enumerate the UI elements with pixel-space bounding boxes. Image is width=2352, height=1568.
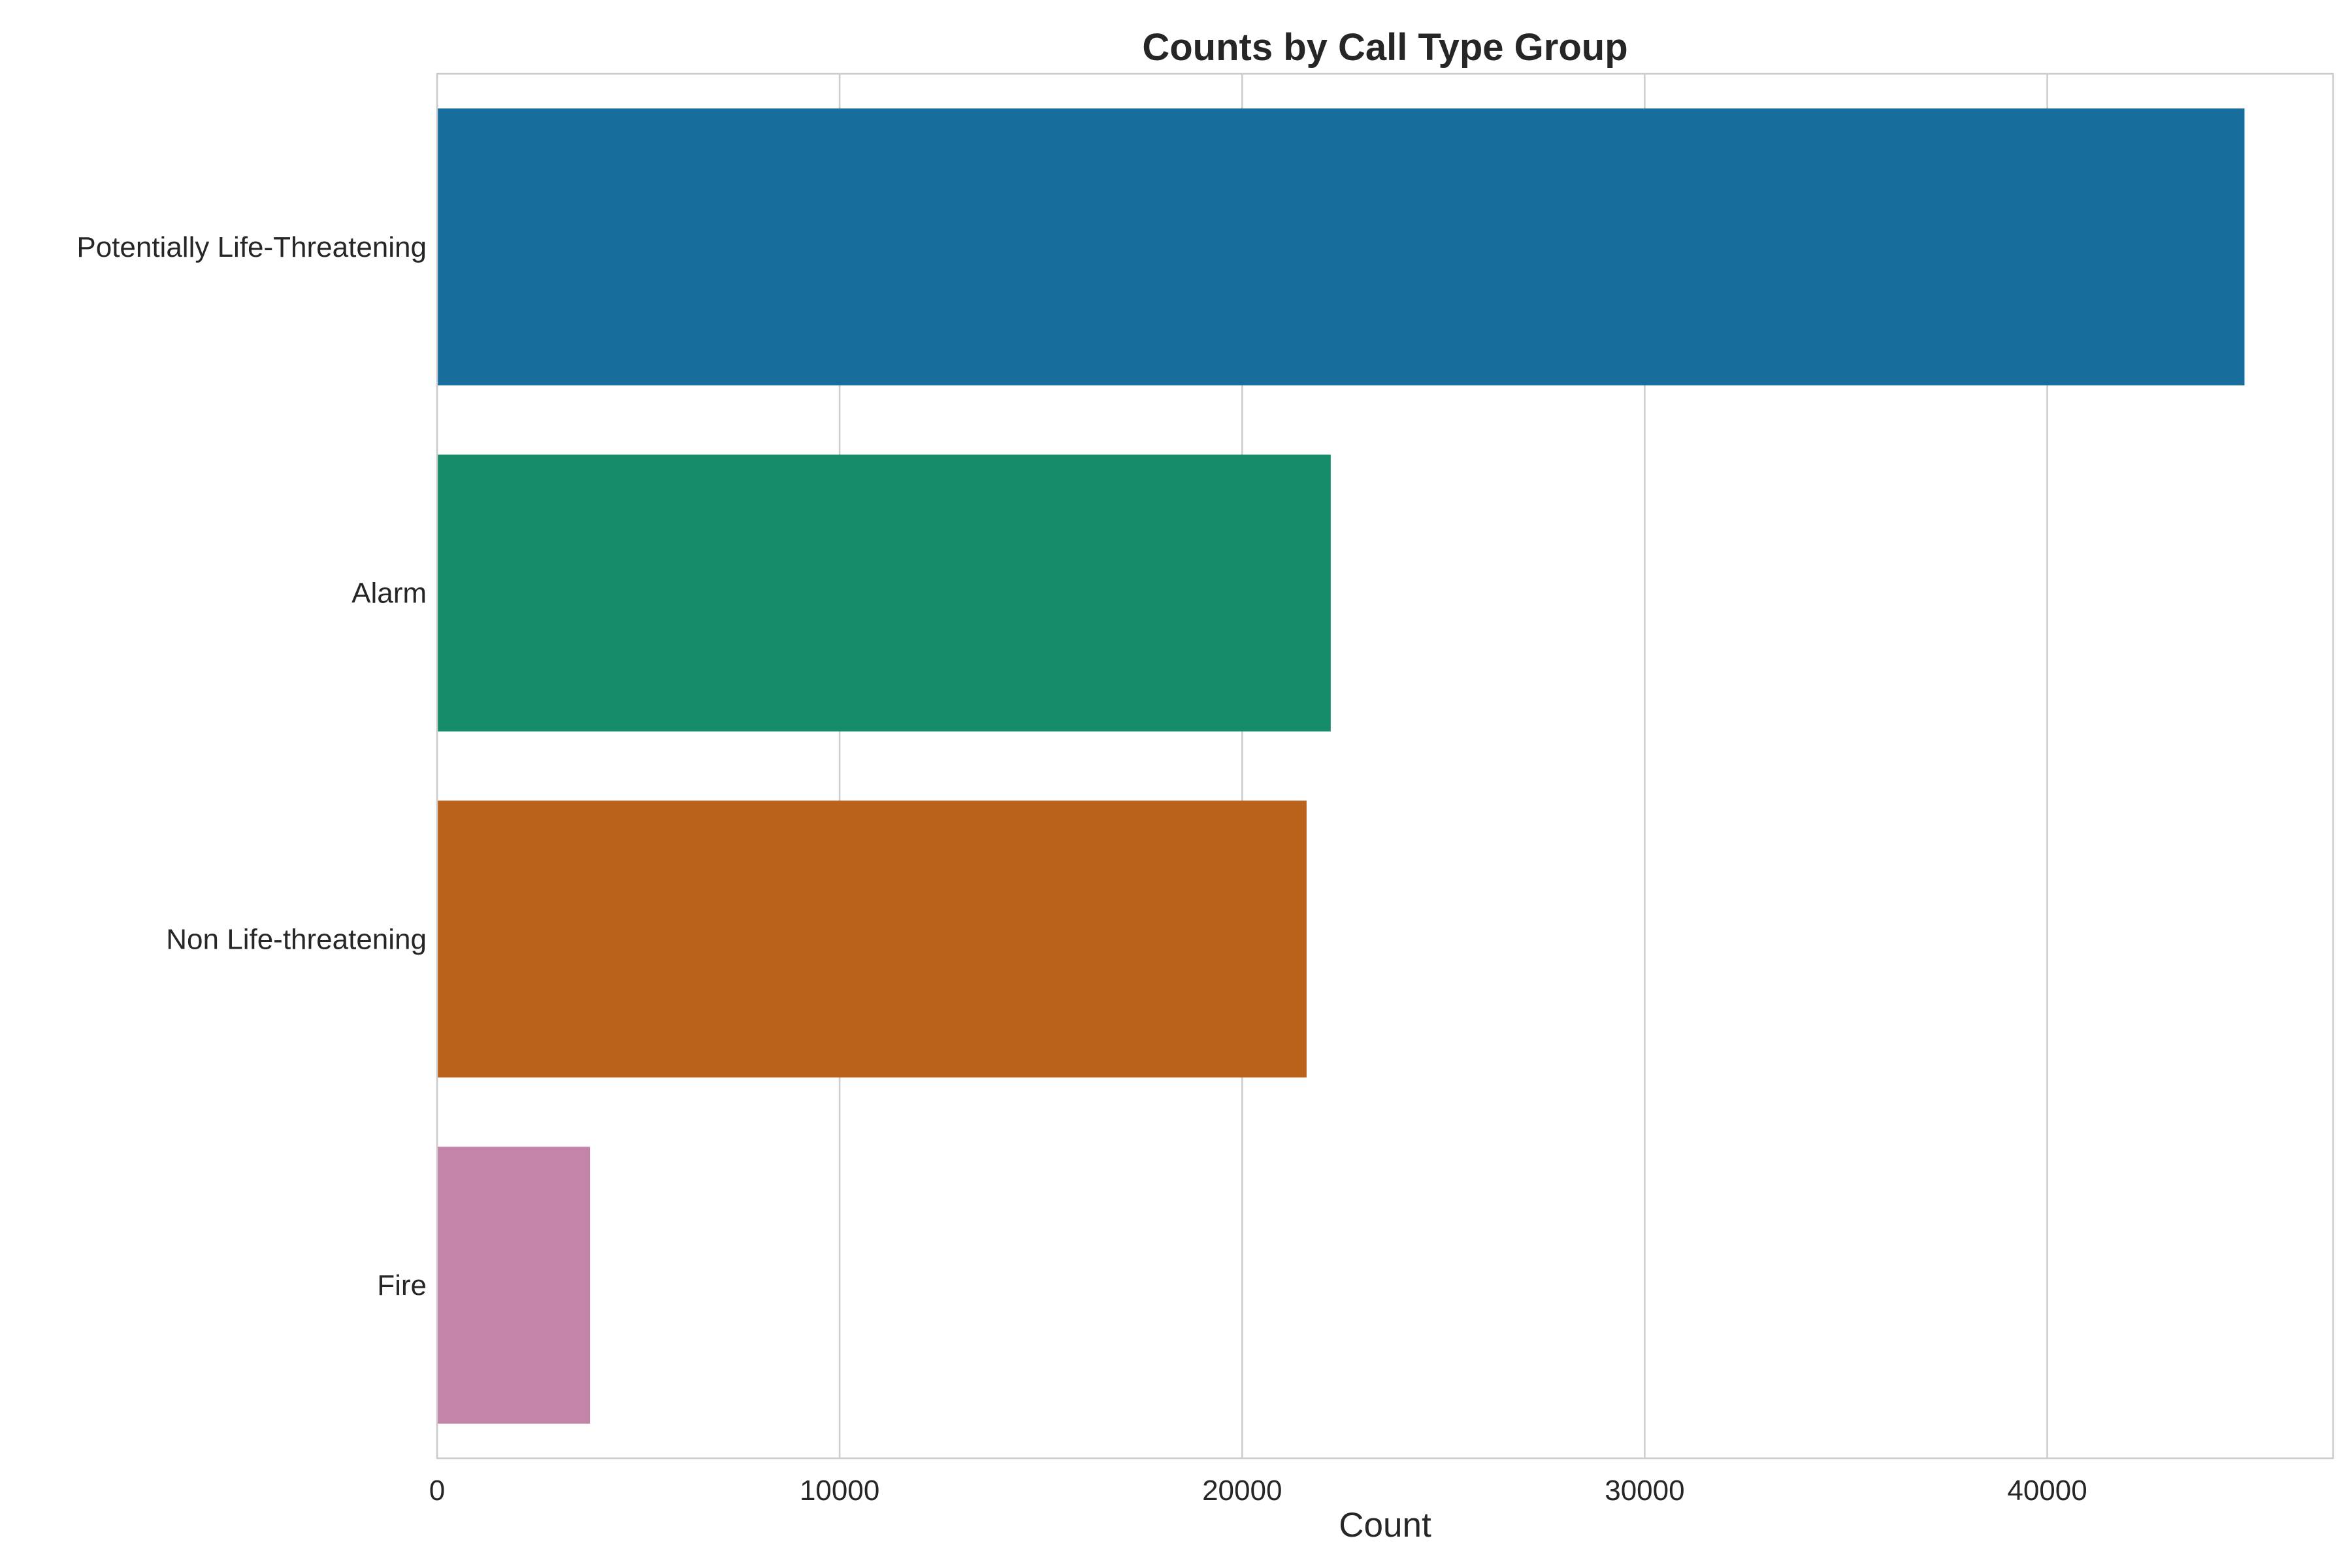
y-tick-label-alarm: Alarm xyxy=(351,578,427,610)
chart-title: Counts by Call Type Group xyxy=(1142,26,1627,69)
y-tick-label-non-life-threatening: Non Life-threatening xyxy=(166,923,427,955)
bar-non-life-threatening xyxy=(437,800,1307,1078)
y-tick-label-fire: Fire xyxy=(377,1269,427,1301)
bars xyxy=(437,108,2245,1424)
x-tick-label-40000: 40000 xyxy=(2007,1475,2087,1507)
bar-potentially-life-threatening xyxy=(437,108,2245,385)
x-axis-label: Count xyxy=(1339,1506,1431,1544)
bar-alarm xyxy=(437,454,1331,732)
x-tick-label-30000: 30000 xyxy=(1605,1475,1684,1507)
x-tick-labels: 0 10000 20000 30000 40000 xyxy=(429,1475,2087,1507)
x-tick-label-0: 0 xyxy=(429,1475,445,1507)
y-tick-labels: Potentially Life-Threatening Alarm Non Lif… xyxy=(76,231,427,1301)
x-tick-label-20000: 20000 xyxy=(1202,1475,1282,1507)
plot-frame xyxy=(436,73,2334,1460)
y-tick-label-potentially-life-threatening: Potentially Life-Threatening xyxy=(76,231,427,263)
bar-fire xyxy=(437,1147,591,1424)
x-tick-label-10000: 10000 xyxy=(800,1475,879,1507)
